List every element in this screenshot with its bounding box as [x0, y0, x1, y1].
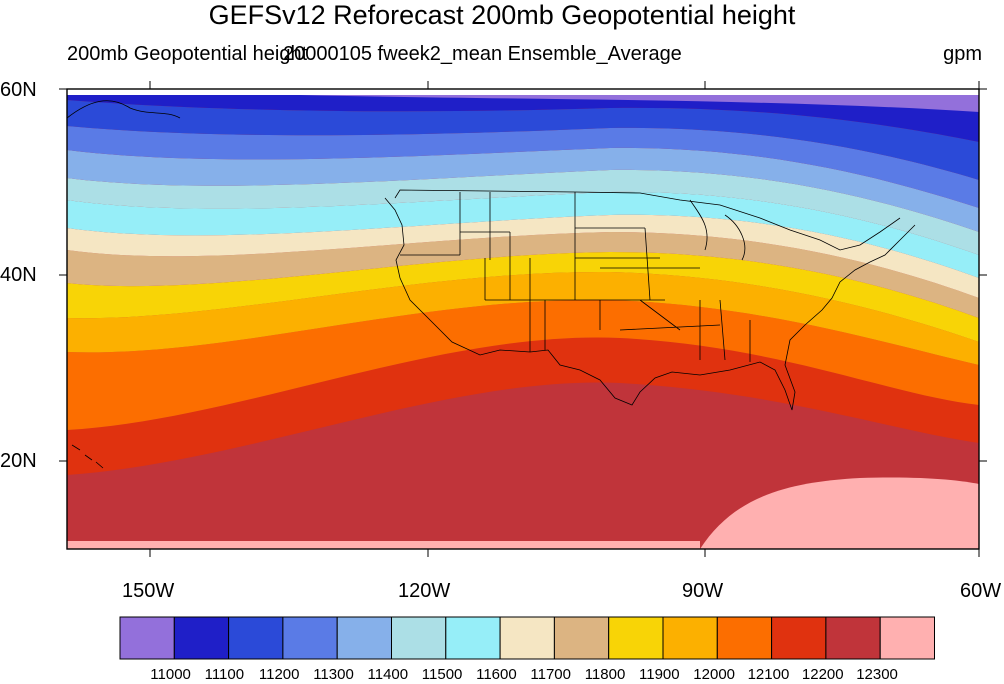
colorbar-label: 12000 — [693, 666, 736, 683]
colorbar-swatch — [553, 616, 610, 660]
colorbar-swatch — [445, 616, 501, 660]
band-11400 — [67, 169, 979, 255]
colorbar-label: 12300 — [856, 666, 898, 683]
colorbar-swatch — [771, 616, 827, 660]
lon-tick-label: 120W — [398, 580, 451, 602]
colorbar-swatch — [608, 616, 664, 660]
band-11700 — [67, 232, 979, 318]
colorbar-swatch — [662, 616, 718, 660]
lat-tick-label: 40N — [0, 264, 37, 286]
band-11500 — [67, 191, 979, 278]
band-below-11000 — [300, 95, 979, 112]
variable-label: 200mb Geopotential height — [67, 43, 308, 65]
colorbar-swatch — [119, 616, 175, 660]
colorbar-label: 11300 — [313, 666, 354, 683]
colorbar-label: 11200 — [258, 666, 300, 683]
lat-tick-label: 60N — [0, 79, 37, 101]
colorbar-label: 11000 — [150, 666, 191, 683]
colorbar-label: 11100 — [204, 666, 245, 683]
band-11800 — [67, 252, 979, 342]
colorbar-label: 11700 — [530, 666, 571, 683]
colorbar-swatch — [336, 616, 393, 660]
colorbar-label: 12100 — [747, 666, 790, 683]
lon-tick-label: 90W — [682, 580, 724, 602]
band-12000 — [67, 299, 979, 430]
colorbar-swatch — [825, 616, 881, 660]
colorbar-label: 12200 — [801, 666, 844, 683]
colorbar-swatch — [173, 616, 230, 660]
band-11900 — [67, 271, 979, 365]
coastlines-borders — [66, 100, 916, 469]
lat-tick-label: 20N — [0, 450, 37, 472]
colorbar-swatch — [282, 616, 338, 660]
plot-frame — [59, 81, 987, 557]
band-12300 — [700, 477, 979, 549]
lon-tick-label: 150W — [122, 580, 175, 602]
colorbar-swatch — [499, 616, 555, 660]
colorbar-swatch — [228, 616, 284, 660]
units-label: gpm — [943, 43, 982, 65]
colorbar-label: 11900 — [639, 666, 680, 683]
colorbar-label: 11800 — [584, 666, 626, 683]
colorbar-label: 11500 — [421, 666, 463, 683]
filled-contours — [67, 89, 979, 549]
colorbar-swatch — [391, 616, 447, 660]
colorbar — [119, 616, 936, 660]
band-11200 — [67, 126, 979, 208]
map-title: GEFSv12 Reforecast 200mb Geopotential he… — [208, 0, 796, 30]
colorbar-label: 11600 — [476, 666, 517, 683]
band-12100 — [67, 337, 979, 475]
band-11300 — [67, 147, 979, 232]
band-11100 — [67, 100, 979, 180]
colorbar-label: 11400 — [367, 666, 409, 683]
date-ensemble-label: 20000105 fweek2_mean Ensemble_Average — [283, 43, 682, 65]
band-11600 — [67, 214, 979, 298]
band-11000 — [67, 95, 979, 142]
lon-tick-label: 60W — [960, 580, 1002, 602]
colorbar-swatch — [879, 616, 936, 660]
colorbar-swatch — [716, 616, 773, 660]
